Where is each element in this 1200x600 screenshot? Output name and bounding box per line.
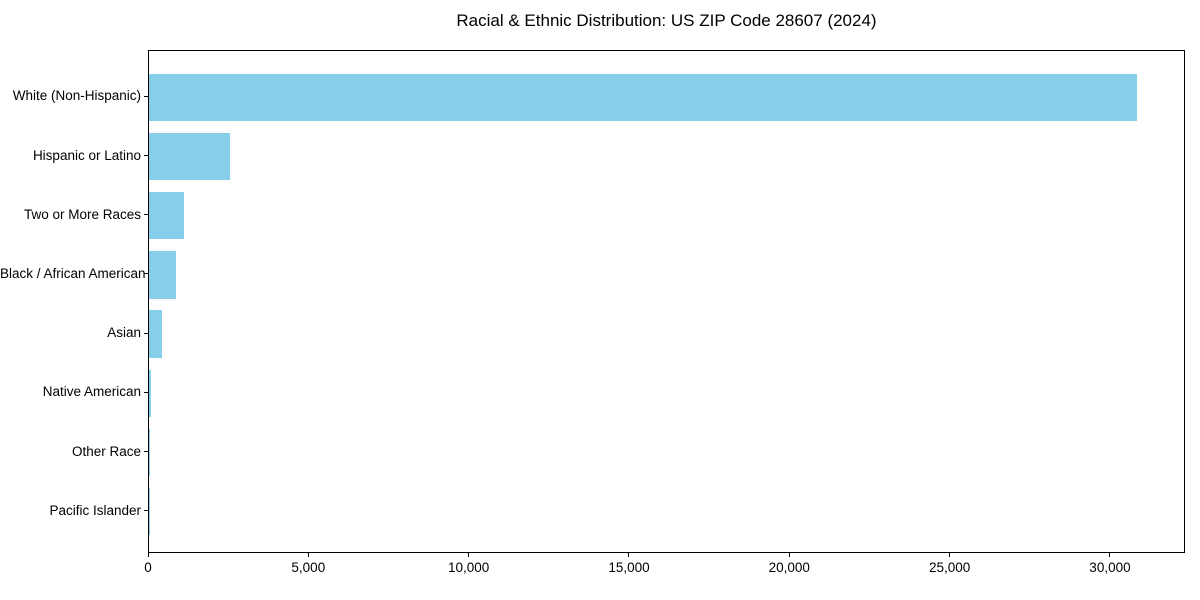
y-tick-label: Other Race [71, 443, 141, 459]
x-tick-label: 20,000 [768, 560, 810, 575]
y-tick-label: White (Non-Hispanic) [12, 88, 141, 104]
bar [149, 251, 176, 299]
y-tick-label: Asian [107, 325, 141, 341]
y-tick-label: Black / African American [0, 265, 146, 281]
x-tick-label: 25,000 [928, 560, 971, 575]
y-tick-label: Two or More Races [23, 206, 141, 222]
x-tick-mark [628, 553, 630, 557]
chart-title: Racial & Ethnic Distribution: US ZIP Cod… [456, 11, 877, 30]
x-tick-mark [1109, 553, 1111, 557]
x-tick-mark [788, 553, 790, 557]
bar [149, 310, 163, 358]
plot-area [148, 50, 1185, 553]
y-tick-mark [144, 95, 148, 97]
y-tick-mark [144, 214, 148, 216]
y-tick-mark [144, 510, 148, 512]
bar [149, 428, 151, 477]
bar [149, 192, 185, 240]
x-tick-label: 0 [144, 560, 152, 575]
y-tick-mark [144, 273, 148, 275]
y-tick-label: Native American [42, 384, 141, 400]
x-tick-mark [949, 553, 951, 557]
x-tick-mark [307, 553, 309, 557]
y-tick-mark [144, 391, 148, 393]
bar [149, 369, 151, 417]
x-tick-label: 10,000 [447, 560, 490, 575]
x-tick-label: 15,000 [608, 560, 650, 575]
bar [149, 488, 150, 536]
y-tick-label: Pacific Islander [49, 502, 141, 518]
y-tick-mark [144, 451, 148, 452]
x-tick-label: 30,000 [1089, 560, 1131, 575]
x-tick-label: 5,000 [291, 560, 326, 575]
y-tick-label: Hispanic or Latino [32, 147, 141, 163]
bar [149, 73, 1137, 122]
y-tick-mark [144, 155, 148, 157]
bar [149, 132, 231, 181]
x-tick-mark [468, 553, 470, 557]
x-tick-mark [147, 553, 149, 557]
y-tick-mark [144, 332, 148, 334]
